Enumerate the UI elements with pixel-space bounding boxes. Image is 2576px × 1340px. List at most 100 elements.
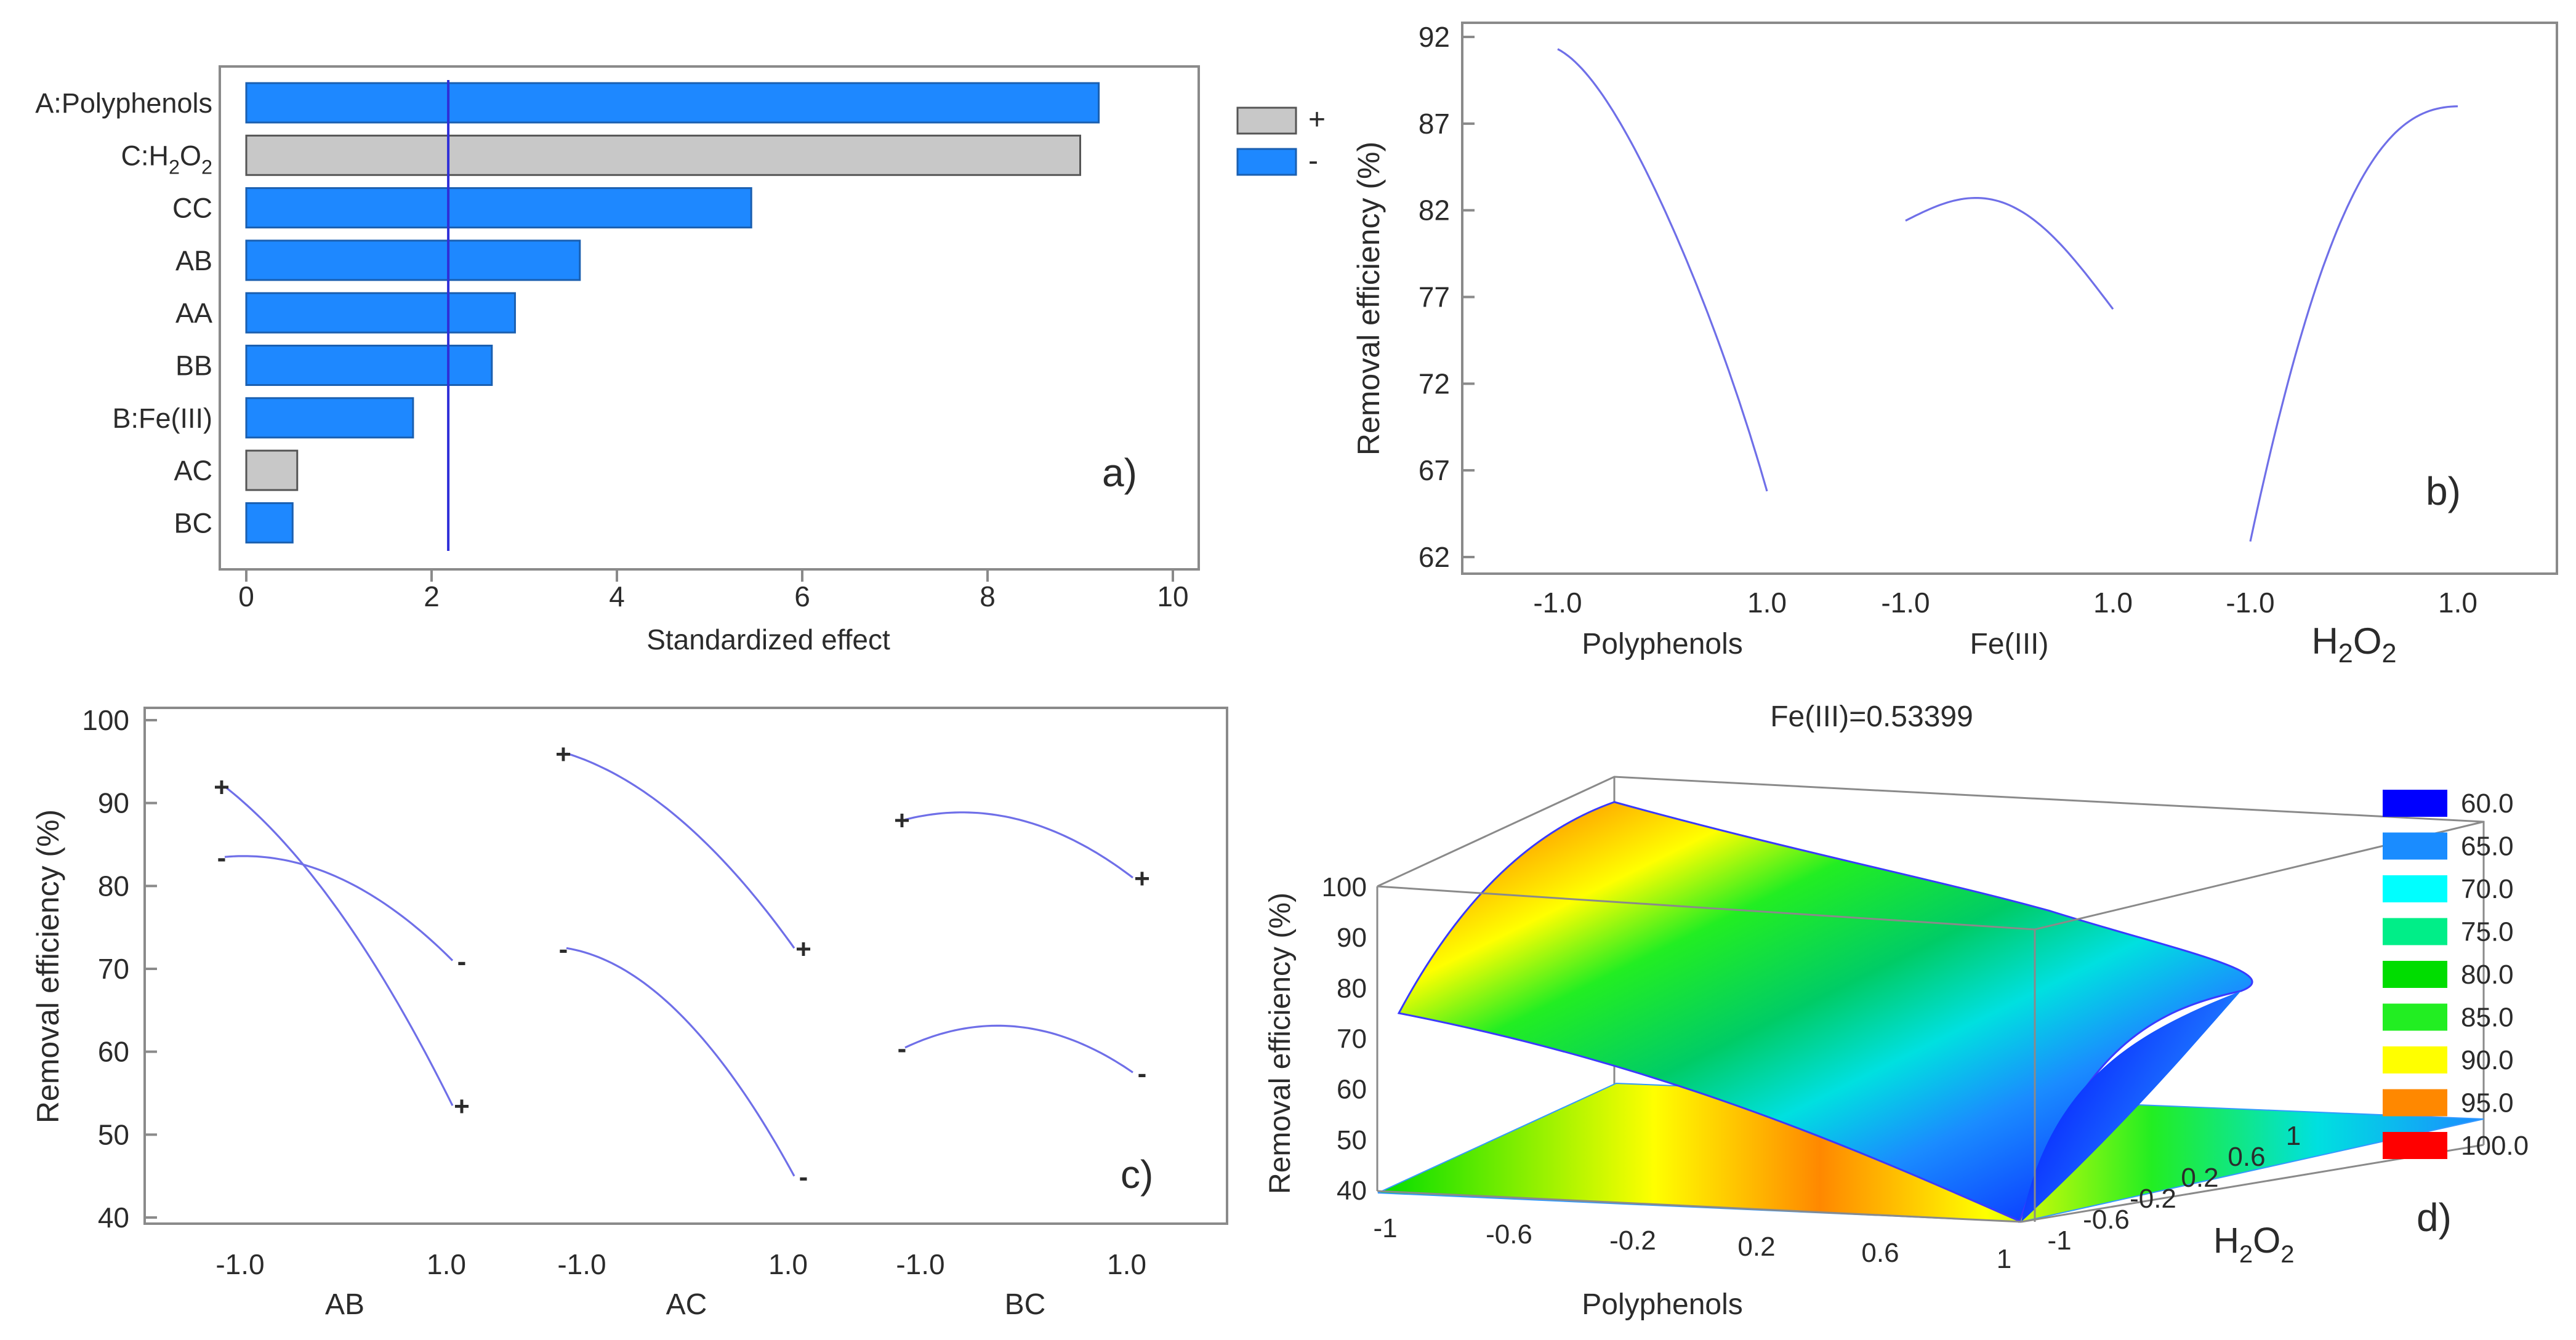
x-tick-label: -1 [1373,1213,1397,1243]
text-part: BB [175,350,212,382]
z-tick-label: 80 [1337,973,1367,1003]
y-tick-label: 90 [98,787,129,819]
y-tick-label: 72 [1419,367,1450,399]
bar-b-fe-iii- [245,397,414,439]
panel-d-color-legend: 60.0 65.0 70.0 75.0 80.0 85.0 90.0 95.0 100.0 [2383,788,2529,1161]
bar-label-1: C:H2O2 [121,140,212,178]
y-tick-label: 0.2 [2181,1163,2218,1193]
bar-label-0: A:Polyphenols [35,87,212,119]
panel-c-curves: + + - - + + - - + + - - [214,739,1150,1192]
interaction-ab-plus [224,785,454,1106]
y-tick-label: 40 [98,1202,129,1234]
main-effect-curve-0 [1557,48,1768,492]
interaction-ac-minus [566,947,795,1177]
panel-b-label: b) [2426,469,2461,513]
text-part: AA [175,297,212,329]
legend-swatch-65.0 [2383,832,2447,860]
text-part: CC [172,193,212,224]
panel-c-y-ticks: 40 50 60 70 80 90 100 [82,704,157,1234]
marker-minus-end: - [457,947,467,977]
y-tick-label: 87 [1419,108,1450,140]
marker-minus-start: - [217,843,227,873]
legend-label: 70.0 [2461,874,2514,904]
panel-d-x-label: Polyphenols [1582,1288,1743,1321]
text-part: O [180,140,201,171]
x-tick-label: 0 [238,580,254,612]
bar-label-3: AB [175,245,212,276]
y-tick-label: 62 [1419,541,1450,573]
y-tick-label: 0.6 [2228,1142,2265,1172]
x-tick-label: 10 [1157,580,1188,612]
interaction-bc-plus [904,811,1133,879]
bar-c-h2o2 [245,134,1081,176]
interaction-ab-minus [224,855,454,961]
interaction-label-ac: AC [666,1288,707,1321]
x-tick-low: -1.0 [2226,587,2274,619]
panel-b-y-ticks: 62 67 72 77 82 87 92 [1419,21,1475,573]
marker-minus-start: - [898,1033,907,1064]
panel-d-y-label-sub2: 2 [2280,1241,2294,1268]
legend-label: 90.0 [2461,1045,2514,1075]
marker-minus-start: - [559,934,568,964]
bar-bc [245,502,294,544]
bar-ac [245,449,299,491]
marker-plus-start: + [555,739,571,769]
y-tick-label: 1 [2286,1121,2301,1151]
panel-d-y-label: H2O2 [2213,1221,2295,1268]
panel-b-curves [1557,48,2458,542]
marker-plus-end: + [454,1091,470,1121]
y-tick-label: 77 [1419,281,1450,313]
x-tick-high: 1.0 [2438,587,2477,619]
panel-b-main-effects-chart: 62 67 72 77 82 87 92 -1.0 1.0 -1.0 1.0 -1.0 1.0 Pol… [1351,21,2558,668]
panel-d-title: Fe(III)=0.53399 [1770,700,1973,733]
marker-minus-end: - [1138,1058,1147,1088]
interaction-label-bc: BC [1005,1288,1046,1321]
panel-d-label: d) [2417,1195,2452,1240]
panel-d-y-label-h: H [2213,1221,2239,1261]
panel-c-plot-frame [143,707,1228,1225]
x-tick-low: -1.0 [1881,587,1930,619]
text-part: Polyphenols [1582,628,1743,660]
y-tick-label: 92 [1419,21,1450,53]
bar-ab [245,239,581,281]
marker-minus-end: - [799,1162,808,1192]
x-tick-label: 2 [424,580,440,612]
panel-c-label: c) [1121,1152,1153,1197]
legend-swatch-60.0 [2383,790,2447,817]
x-tick-low: -1.0 [896,1248,944,1280]
x-tick-label: -0.6 [1486,1219,1532,1250]
subscript: 2 [2382,639,2397,668]
legend-swatch-70.0 [2383,875,2447,902]
factor-label-1: Fe(III) [1970,628,2049,660]
text-part: O [2353,620,2382,662]
factor-label-0: Polyphenols [1582,628,1743,660]
panel-c-y-label: Removal efficiency (%) [31,809,65,1123]
bar-a-polyphenols [245,82,1100,124]
legend-swatch-85.0 [2383,1003,2447,1031]
x-tick-low: -1.0 [557,1248,606,1280]
bar-label-4: AA [175,297,212,329]
y-tick-label: 100 [82,704,129,736]
y-tick-label: 82 [1419,195,1450,227]
subscript: 2 [2338,639,2353,668]
panel-c-factor-labels: AB AC BC [325,1288,1045,1321]
interaction-label-ab: AB [325,1288,364,1321]
bar-label-2: CC [172,193,212,224]
bar-bb [245,345,493,386]
text-part: A:Polyphenols [35,87,212,119]
legend-label: 100.0 [2461,1131,2529,1161]
z-tick-label: 70 [1337,1024,1367,1054]
bar-label-7: AC [174,455,212,486]
legend-label: 75.0 [2461,917,2514,947]
legend-minus-label: - [1308,145,1318,177]
marker-plus-end: + [1134,864,1150,894]
factor-label-2: H2O2 [2311,620,2396,668]
z-tick-label: 50 [1337,1125,1367,1155]
panel-b-factor-labels: Polyphenols Fe(III) H2O2 [1582,620,2396,668]
legend-label: 95.0 [2461,1088,2514,1118]
z-tick-label: 100 [1322,872,1367,902]
panel-a-plot-frame [219,65,1200,571]
marker-plus-start: + [894,806,910,836]
